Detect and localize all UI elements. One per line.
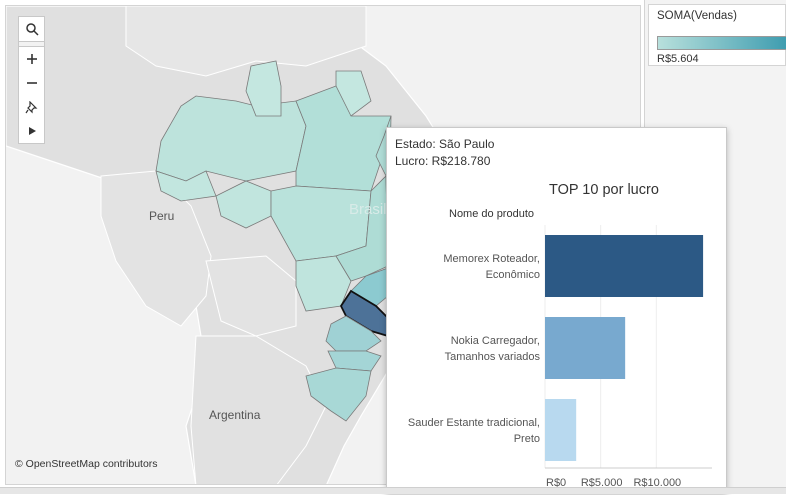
legend-title: SOMA(Vendas) xyxy=(657,10,737,22)
brazil-label: Brasil xyxy=(349,201,387,218)
chart-title: TOP 10 por lucro xyxy=(549,182,659,198)
category-label: Preto xyxy=(514,433,540,445)
category-label: Nokia Carregador, xyxy=(451,335,540,347)
pin-icon[interactable] xyxy=(19,95,44,119)
state-parana[interactable] xyxy=(325,315,382,352)
category-label: Sauder Estante tradicional, xyxy=(408,417,540,429)
bottom-status-bar xyxy=(0,487,786,494)
toolbar-divider xyxy=(19,41,44,47)
legend-min-label: R$5.604 xyxy=(657,53,699,65)
x-tick-label: R$10.000 xyxy=(633,477,681,489)
tooltip-panel: Estado: São Paulo Lucro: R$218.780 TOP 1… xyxy=(386,127,727,494)
bar[interactable] xyxy=(545,235,704,297)
osm-credit[interactable]: © OpenStreetMap contributors xyxy=(15,458,158,470)
map-canvas[interactable]: Peru Argentina Brasil xyxy=(6,6,641,485)
map-view[interactable]: Peru Argentina Brasil © OpenStreetMap co… xyxy=(5,5,641,485)
argentina-label: Argentina xyxy=(209,408,261,422)
category-label: Memorex Roteador, xyxy=(443,253,540,265)
state-rio-grande-do-sul[interactable] xyxy=(305,367,372,422)
argentina-land xyxy=(190,335,327,484)
brazil-states[interactable] xyxy=(155,60,392,422)
peru-label: Peru xyxy=(149,209,174,223)
state-sao-paulo[interactable] xyxy=(339,289,389,338)
zoom-out-icon[interactable] xyxy=(19,71,44,95)
x-tick-label: R$5.000 xyxy=(581,477,623,489)
tooltip-state: Estado: São Paulo xyxy=(395,137,495,151)
tooltip-profit: Lucro: R$218.780 xyxy=(395,154,491,168)
bar[interactable] xyxy=(545,317,626,379)
state-para[interactable] xyxy=(295,85,392,192)
chart-row-header: Nome do produto xyxy=(449,208,534,220)
search-icon[interactable] xyxy=(19,17,44,41)
category-label: Tamanhos variados xyxy=(445,351,541,363)
play-icon[interactable] xyxy=(19,119,44,143)
bar[interactable] xyxy=(545,399,577,461)
legend-color-ramp xyxy=(657,36,786,50)
bolivia-land xyxy=(205,255,297,337)
color-legend[interactable]: SOMA(Vendas) R$5.604 xyxy=(648,4,786,66)
north-land xyxy=(125,6,367,77)
top10-bar-chart: Memorex Roteador, Econômico Nokia Carregad… xyxy=(408,225,712,489)
map-toolbar xyxy=(18,16,45,144)
x-tick-label: R$0 xyxy=(546,477,566,489)
state-roraima[interactable] xyxy=(245,60,282,117)
category-label: Econômico xyxy=(486,269,540,281)
state-santa-catarina[interactable] xyxy=(327,350,382,372)
zoom-in-icon[interactable] xyxy=(19,47,44,71)
